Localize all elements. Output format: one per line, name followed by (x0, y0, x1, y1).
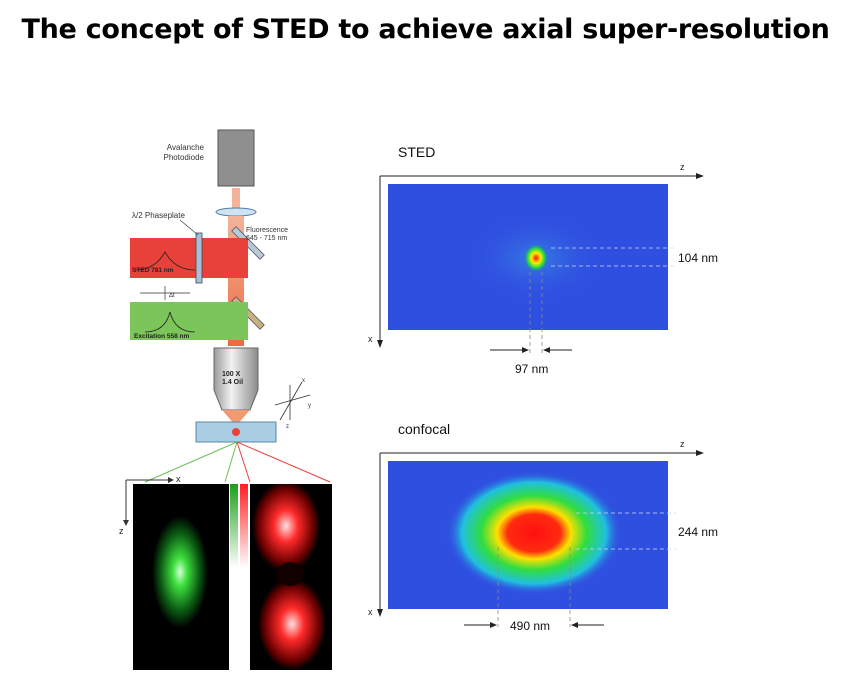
excitation-beam-label: Excitation 558 nm (134, 333, 189, 340)
fluorescence-beam (232, 188, 240, 212)
fluorescence-label-2: 645 - 715 nm (246, 235, 287, 242)
confocal-lateral-size: 490 nm (510, 619, 551, 633)
sted-intensity-map: z x (368, 162, 704, 356)
bottom-axis-x: x (176, 474, 181, 484)
sted-psf-image (250, 484, 332, 670)
delta-t-label: Δt (169, 293, 175, 299)
confocal-focal-spot (446, 471, 622, 595)
sted-axial-size: 104 nm (678, 251, 719, 265)
color-scale-bar (230, 484, 248, 670)
confocal-axial-size: 244 nm (678, 525, 719, 539)
confocal-axis-x: x (368, 607, 373, 617)
sted-beam-label: STED 781 nm (132, 267, 174, 274)
focusing-lens (215, 207, 257, 217)
bottom-axis-z: z (119, 526, 124, 536)
excitation-psf-image (133, 484, 229, 670)
phase-plate (195, 232, 203, 284)
detector-label-1: Avalanche (167, 143, 205, 152)
avalanche-photodiode (217, 129, 255, 187)
sted-axis-x: x (368, 334, 373, 344)
sted-panel-label: STED (398, 144, 436, 160)
confocal-axis-z: z (680, 439, 685, 449)
phaseplate-label: λ/2 Phaseplate (132, 211, 185, 220)
image-connector-lines (144, 441, 331, 483)
setup-axis-z: z (286, 424, 289, 430)
excitation-beam (130, 302, 248, 340)
sted-focal-spot (523, 243, 549, 273)
slide-title: The concept of STED to achieve axial sup… (21, 14, 830, 45)
coordinate-axes-icon (274, 381, 311, 421)
confocal-intensity-map: z x (368, 439, 704, 628)
sted-beam (130, 238, 248, 278)
sted-setup-diagram: Avalanche Photodiode STED 781 nm λ/2 Pha… (130, 129, 311, 443)
bottom-image-axes: x z (119, 474, 181, 536)
sted-axis-z: z (680, 162, 685, 172)
objective-label-1: 100 X (222, 371, 241, 378)
objective-label-2: 1.4 Oil (222, 379, 243, 386)
fluorescence-label-1: Fluorescence (246, 227, 288, 234)
detector-label-2: Photodiode (164, 153, 205, 162)
confocal-panel-label: confocal (398, 421, 451, 437)
sted-lateral-size: 97 nm (515, 362, 549, 376)
setup-axis-x: x (302, 378, 305, 384)
setup-axis-y: y (308, 403, 311, 409)
